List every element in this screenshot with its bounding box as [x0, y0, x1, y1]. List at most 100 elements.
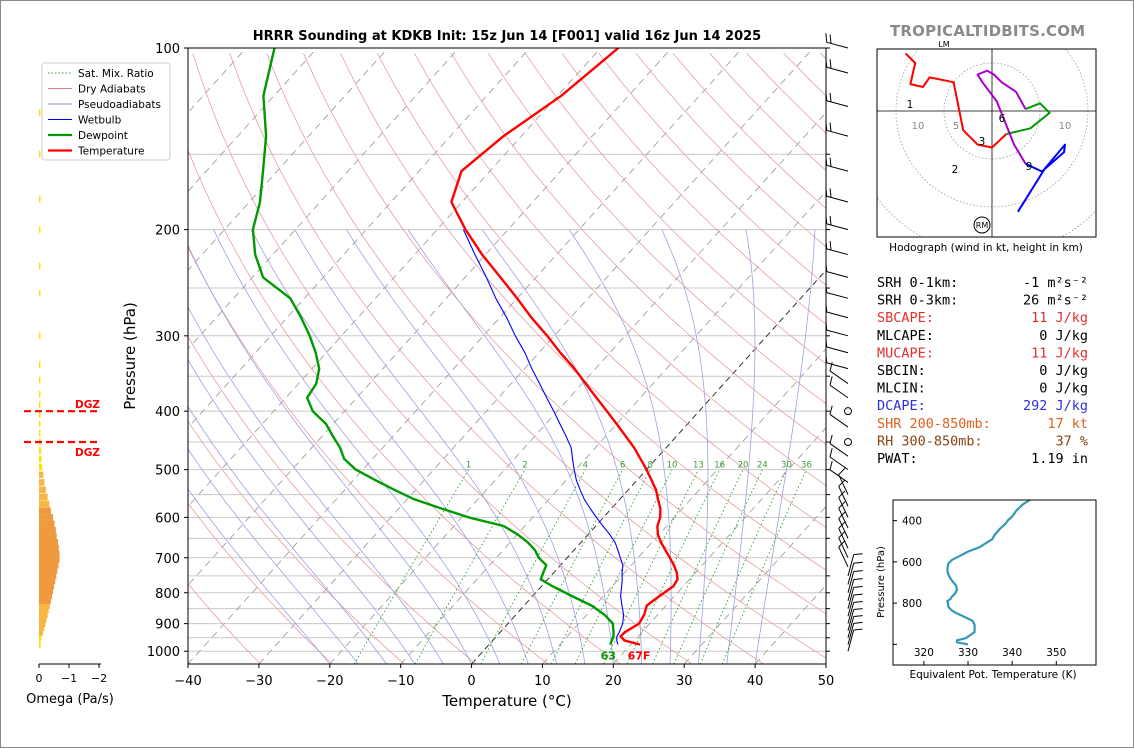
- wind-barb-flag: [825, 187, 828, 197]
- wind-barb-flag: [838, 511, 846, 519]
- omega-bar: [39, 401, 41, 408]
- wind-barb-staff: [829, 456, 849, 471]
- pseudoadiabat-line: [213, 229, 501, 664]
- pseudoadiabat-line: [346, 229, 586, 664]
- wind-barb-staff: [838, 537, 849, 558]
- legend-box: [41, 62, 171, 161]
- hodograph-height-label: 2: [952, 164, 959, 176]
- omega-bar: [39, 544, 59, 552]
- wind-barb-staff: [847, 616, 855, 638]
- omega-bar: [39, 526, 56, 534]
- wind-barb-flag: [838, 479, 846, 487]
- wind-barb-staff: [847, 594, 855, 617]
- pseudoadiabat-line: [407, 229, 614, 664]
- isotherm-line: [329, 111, 826, 664]
- index-value: -1 m²s⁻²: [1023, 275, 1088, 291]
- theta-e-area: [946, 500, 1031, 646]
- dry-adiabat-line: [1116, 53, 1134, 664]
- isotherm-line: [683, 505, 826, 664]
- pseudoadiabat-line: [250, 229, 529, 664]
- index-key: MLCAPE:: [877, 328, 934, 344]
- omega-bar: [39, 520, 55, 528]
- omega-bar: [39, 390, 41, 398]
- wind-barb-flag: [825, 353, 828, 363]
- mixing-ratio-line: [480, 469, 586, 664]
- isotherm-line: [188, 48, 601, 508]
- theta-e-x-label: Equivalent Pot. Temperature (K): [909, 669, 1076, 681]
- isotherm-line: [188, 48, 318, 193]
- mixing-ratio-line: [652, 469, 744, 664]
- isotherm-line: [188, 48, 460, 350]
- index-value: 0 J/kg: [1039, 363, 1088, 379]
- theta-e-y-tick-label: 400: [902, 516, 922, 528]
- mixing-ratio-line: [721, 469, 807, 664]
- surface-dewpoint-label: 63: [601, 650, 616, 663]
- isotherm-line: [542, 348, 826, 664]
- omega-bar: [39, 420, 41, 428]
- wind-barb-staff: [826, 129, 849, 137]
- wind-barb-staff: [847, 579, 855, 601]
- wind-barb-staff: [826, 164, 849, 172]
- mixing-ratio-label: 6: [620, 461, 625, 471]
- index-key: MUCAPE:: [877, 345, 934, 361]
- omega-bar: [39, 611, 48, 619]
- omega-bar: [39, 226, 41, 233]
- omega-bar: [39, 602, 50, 609]
- mixing-ratio-line: [353, 469, 469, 664]
- wind-barb-flag: [825, 262, 828, 272]
- pseudoadiabat-line: [188, 358, 416, 664]
- mixing-ratio-label: 16: [714, 461, 725, 471]
- wind-barb-flag: [853, 608, 863, 611]
- wind-barb-flag: [825, 283, 828, 293]
- y-tick-label: 200: [155, 224, 180, 239]
- wind-barb-flag: [825, 239, 828, 249]
- mixing-ratio-line: [550, 469, 651, 664]
- wind-barb-flag: [825, 338, 828, 348]
- dry-adiabat-line: [303, 53, 826, 615]
- mixing-ratio-line: [673, 469, 763, 664]
- wind-barb-flag: [825, 91, 828, 101]
- wind-barb-flag: [825, 58, 828, 68]
- omega-bar: [39, 587, 54, 595]
- legend-label: Temperature: [77, 146, 145, 158]
- omega-bar: [39, 195, 41, 203]
- hodograph-height-label: 3: [979, 136, 986, 148]
- theta-e-x-tick-label: 320: [914, 647, 934, 659]
- wind-barb-flag: [829, 216, 832, 226]
- omega-bar: [39, 289, 41, 297]
- wind-barb-flag: [838, 501, 846, 509]
- wind-barb-staff: [826, 248, 849, 256]
- isotherm-line: [188, 48, 531, 429]
- wind-barb-flag: [853, 621, 863, 624]
- wind-barb-staff: [838, 546, 849, 568]
- dry-adiabat-line: [487, 52, 826, 405]
- dry-adiabat-line: [266, 53, 826, 659]
- wind-barb-staff: [847, 602, 855, 624]
- pseudoadiabat-line: [188, 448, 359, 664]
- dgz-label: DGZ: [75, 447, 100, 459]
- isotherm-line: [188, 48, 743, 664]
- wind-barb-flag: [825, 214, 828, 224]
- theta-e-y-tick-label: 800: [902, 598, 922, 610]
- mixing-ratio-line: [414, 469, 526, 664]
- wind-barb-flag: [829, 448, 833, 458]
- y-tick-label: 1000: [147, 645, 180, 660]
- wind-barb-flag: [838, 467, 846, 476]
- wind-barb-flag: [838, 521, 846, 529]
- legend-label: Dry Adiabats: [78, 84, 146, 96]
- wind-barb-flag: [853, 561, 863, 564]
- omega-bar: [39, 539, 59, 546]
- mixing-ratio-label: 13: [693, 461, 704, 471]
- hodograph-rm-marker: [973, 216, 991, 234]
- hodograph-trace: [904, 52, 1008, 149]
- wind-barb-calm: [844, 407, 852, 416]
- wind-barb-flag: [829, 434, 833, 444]
- pseudoadiabat-line: [481, 229, 643, 664]
- index-key: SBCIN:: [877, 363, 926, 379]
- dewpoint-profile: [251, 48, 615, 646]
- hodograph-rm-label: RM: [976, 221, 989, 230]
- dry-adiabat-line: [524, 52, 826, 365]
- index-key: MLCIN:: [877, 381, 926, 397]
- hodograph: 5 10 10 1 2 3 6 9 LM RM Hodograph (wind in kt, hei…: [876, 40, 1097, 254]
